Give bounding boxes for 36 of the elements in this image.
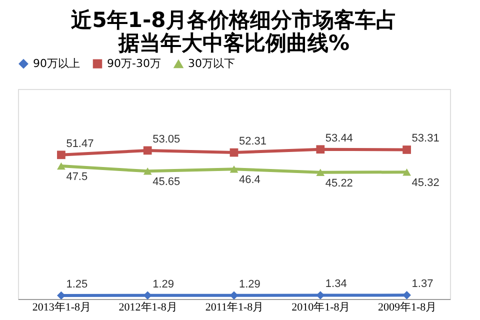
point [143, 146, 152, 155]
text: 近5年1-8月各价格细分市场客车占 [71, 8, 397, 32]
legend-label: 30万以下 [188, 57, 235, 70]
x-tick-label: 2010年1-8月 [292, 302, 350, 314]
x-tick-label: 2009年1-8月 [378, 302, 437, 314]
point [316, 168, 325, 176]
data-label: 53.31 [412, 132, 440, 145]
point [57, 150, 66, 160]
data-label: 1.25 [66, 278, 88, 290]
point [402, 290, 411, 300]
data-label: 1.29 [152, 278, 174, 290]
data-label: 47.5 [66, 171, 88, 183]
data-label: 46.4 [239, 174, 260, 186]
data-label: 45.22 [325, 177, 353, 190]
x-tick-label: 2013年1-8月 [32, 302, 92, 314]
point [57, 162, 66, 170]
point [230, 165, 238, 173]
point [230, 148, 238, 157]
data-label: 1.34 [325, 278, 347, 290]
point [316, 145, 325, 154]
data-label: 51.47 [66, 138, 94, 150]
data-label: 1.37 [412, 278, 434, 290]
data-label: 52.31 [239, 136, 267, 148]
data-label: 53.44 [325, 132, 353, 144]
x-tick-label: 2011年1-8月 [205, 302, 264, 314]
data-label: 1.29 [239, 278, 260, 290]
data-label: 45.32 [412, 177, 440, 190]
text: 据当年大中客比例曲线% [118, 31, 350, 55]
point [402, 146, 411, 154]
legend-label: 90万-30万 [107, 56, 161, 70]
point [402, 168, 411, 176]
x-tick-label: 2012年1-8月 [118, 302, 178, 314]
data-label: 53.05 [152, 133, 180, 146]
point [143, 168, 152, 175]
data-label: 45.65 [152, 176, 180, 188]
legend-label: 90万以上 [33, 56, 80, 70]
